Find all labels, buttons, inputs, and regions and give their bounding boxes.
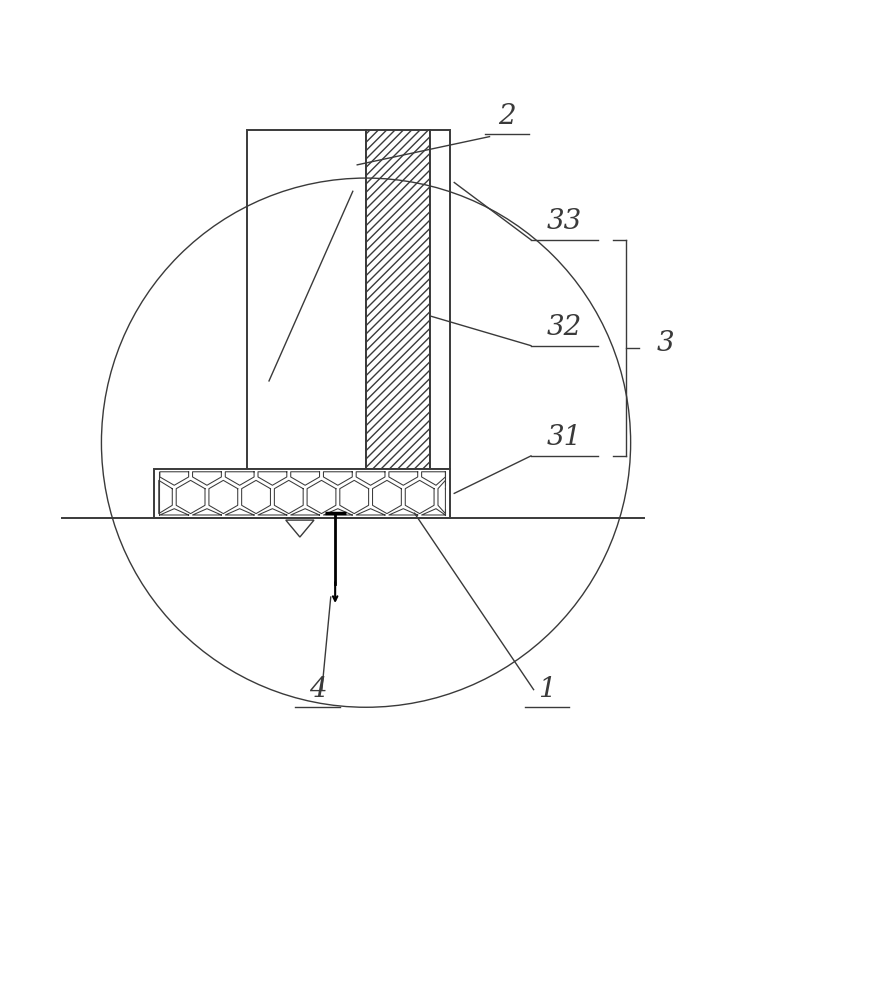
Bar xyxy=(154,469,450,518)
Text: 32: 32 xyxy=(547,314,582,341)
Text: 31: 31 xyxy=(547,424,582,451)
Bar xyxy=(247,130,366,469)
Text: 2: 2 xyxy=(498,103,516,130)
Bar xyxy=(366,130,430,469)
Text: 1: 1 xyxy=(538,676,556,703)
Text: 4: 4 xyxy=(309,676,326,703)
Text: 33: 33 xyxy=(547,208,582,235)
Bar xyxy=(430,130,450,469)
Text: 3: 3 xyxy=(657,330,675,357)
